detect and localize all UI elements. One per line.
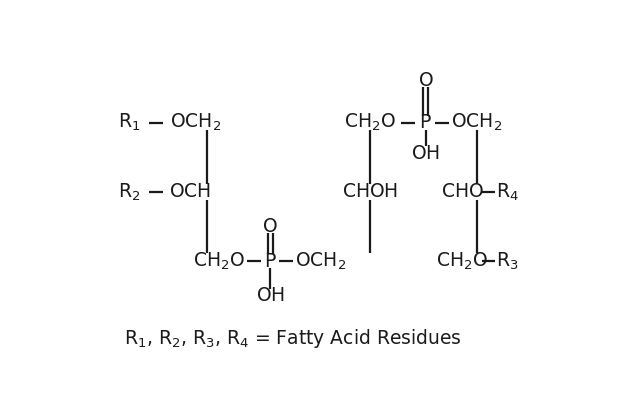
Text: $\mathregular{OH}$: $\mathregular{OH}$ xyxy=(412,144,440,163)
Text: $\mathregular{P}$: $\mathregular{P}$ xyxy=(419,113,432,132)
Text: $\mathregular{R_3}$: $\mathregular{R_3}$ xyxy=(496,250,518,272)
Text: $\mathregular{OCH}$: $\mathregular{OCH}$ xyxy=(169,183,211,201)
Text: $\mathregular{O}$: $\mathregular{O}$ xyxy=(418,71,434,90)
Text: $\mathregular{OCH_2}$: $\mathregular{OCH_2}$ xyxy=(294,250,346,272)
Text: $\mathregular{O}$: $\mathregular{O}$ xyxy=(262,217,278,236)
Text: $\mathregular{R_1}$: $\mathregular{R_1}$ xyxy=(118,112,141,133)
Text: $\mathregular{CH_2O}$: $\mathregular{CH_2O}$ xyxy=(193,250,244,272)
Text: $\mathregular{OCH_2}$: $\mathregular{OCH_2}$ xyxy=(170,112,221,133)
Text: $\mathregular{R_4}$: $\mathregular{R_4}$ xyxy=(496,181,519,203)
Text: $\mathregular{P}$: $\mathregular{P}$ xyxy=(264,252,276,271)
Text: $\mathregular{R_2}$: $\mathregular{R_2}$ xyxy=(118,181,141,203)
Text: $\mathregular{CH_2O}$: $\mathregular{CH_2O}$ xyxy=(436,250,488,272)
Text: $\mathregular{OCH_2}$: $\mathregular{OCH_2}$ xyxy=(451,112,502,133)
Text: $\mathregular{CHOH}$: $\mathregular{CHOH}$ xyxy=(342,183,399,201)
Text: $\mathregular{OH}$: $\mathregular{OH}$ xyxy=(256,286,285,305)
Text: $\mathregular{CHO}$: $\mathregular{CHO}$ xyxy=(440,183,483,201)
Text: $\mathregular{R_1}$, $\mathregular{R_2}$, $\mathregular{R_3}$, $\mathregular{R_4: $\mathregular{R_1}$, $\mathregular{R_2}$… xyxy=(124,327,462,350)
Text: $\mathregular{CH_2O}$: $\mathregular{CH_2O}$ xyxy=(344,112,396,133)
